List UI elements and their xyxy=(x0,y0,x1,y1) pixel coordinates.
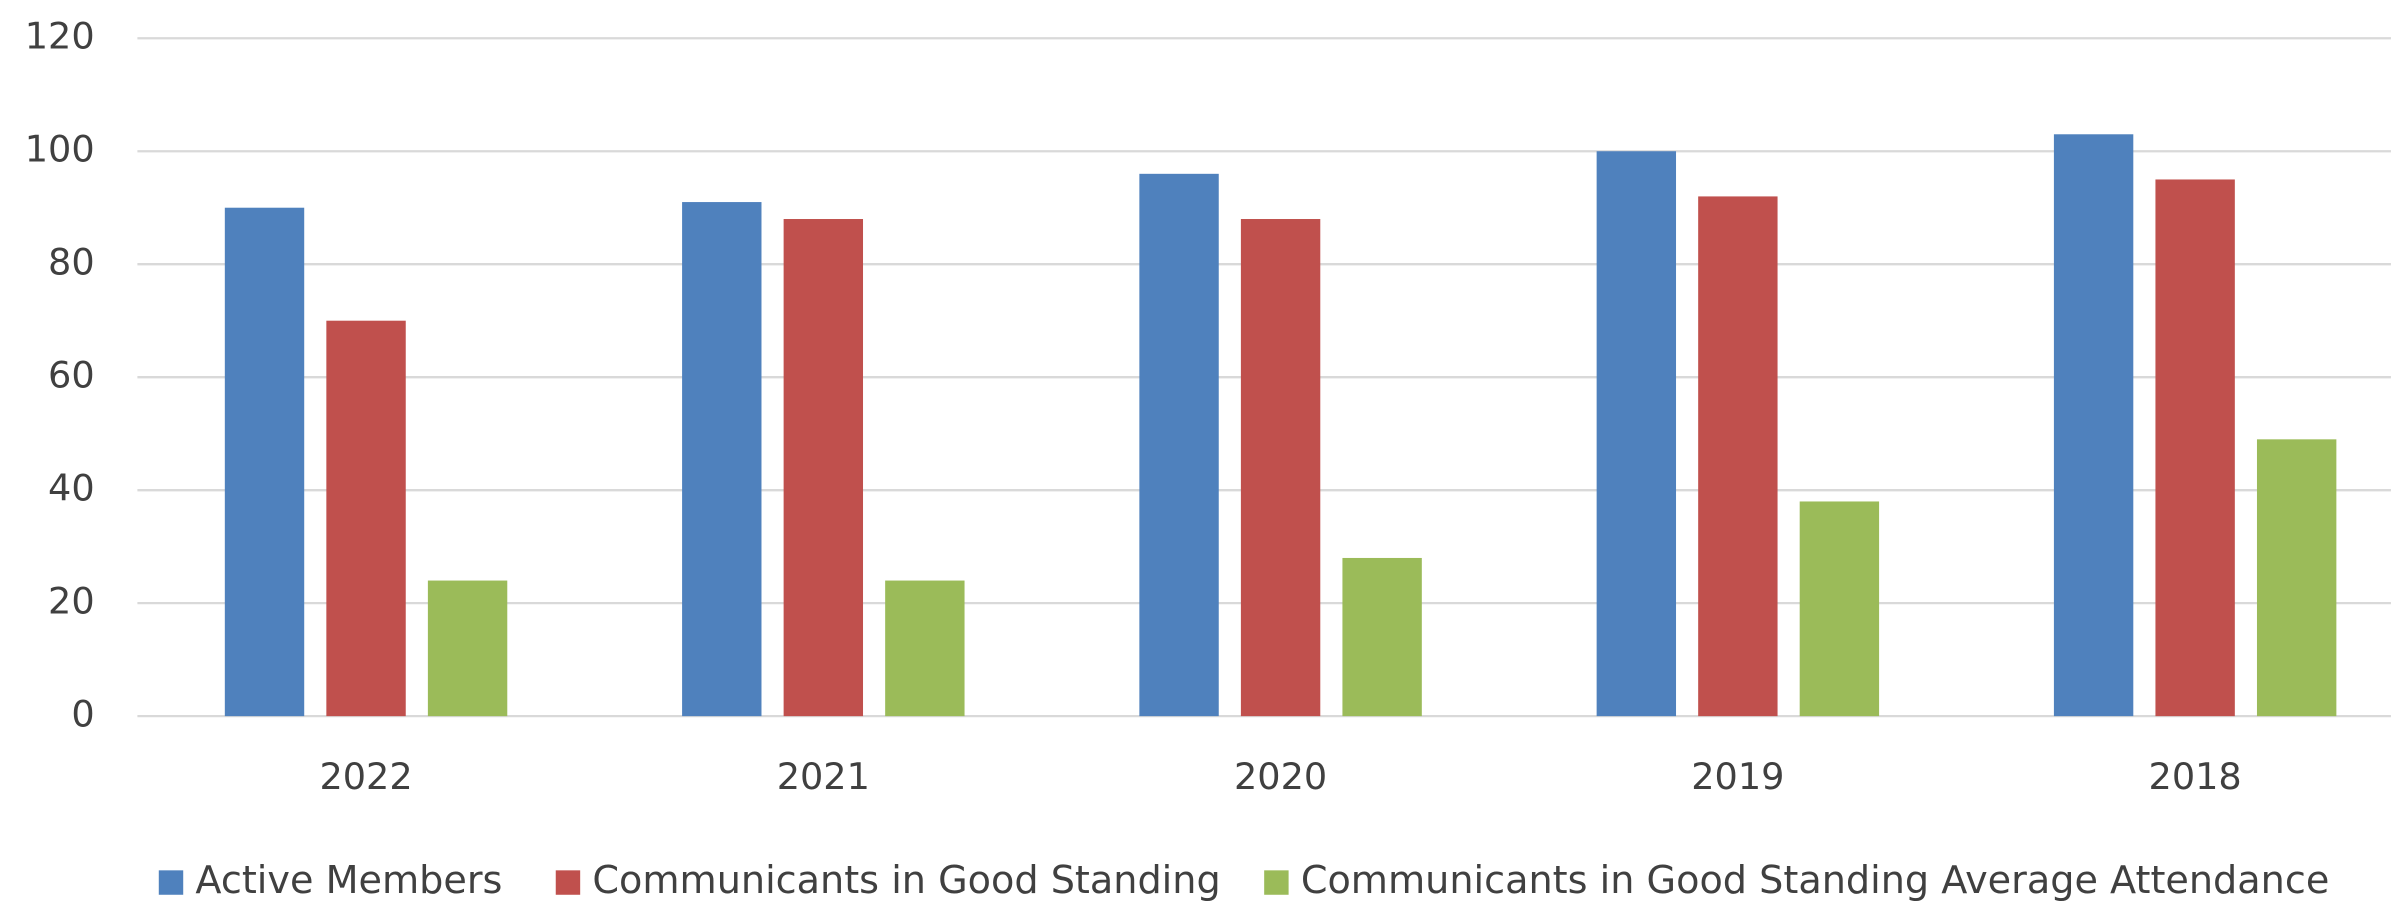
bar xyxy=(2155,179,2235,717)
bar xyxy=(1342,557,1422,717)
bar xyxy=(783,219,864,717)
legend-swatch xyxy=(1264,870,1289,895)
y-tick-label: 60 xyxy=(48,354,95,397)
bar xyxy=(1698,196,1778,717)
bar xyxy=(1139,173,1219,717)
bar xyxy=(682,202,762,717)
x-tick-label: 2019 xyxy=(1691,755,1784,798)
legend-swatch xyxy=(555,870,581,895)
x-tick-label: 2020 xyxy=(1234,755,1327,798)
bar xyxy=(224,207,305,717)
y-tick-label: 20 xyxy=(48,580,95,623)
legend-label: Active Members xyxy=(195,858,502,902)
bar xyxy=(885,580,965,717)
y-tick-label: 100 xyxy=(25,128,95,171)
legend-label: Communicants in Good Standing xyxy=(592,858,1220,902)
x-tick-label: 2022 xyxy=(319,755,412,798)
bar xyxy=(326,320,406,717)
y-tick-label: 120 xyxy=(25,15,95,58)
bar xyxy=(2256,439,2337,717)
legend-label: Communicants in Good Standing Average At… xyxy=(1301,858,2329,902)
x-tick-label: 2018 xyxy=(2149,755,2242,798)
bar xyxy=(2053,134,2134,717)
bar xyxy=(1799,501,1880,717)
bar xyxy=(1240,219,1321,717)
bar xyxy=(1596,151,1677,717)
bar xyxy=(427,580,508,717)
y-tick-label: 80 xyxy=(48,241,95,284)
y-tick-label: 40 xyxy=(48,467,95,510)
y-tick-label: 0 xyxy=(71,693,94,736)
x-tick-label: 2021 xyxy=(777,755,870,798)
legend-swatch xyxy=(158,870,184,895)
